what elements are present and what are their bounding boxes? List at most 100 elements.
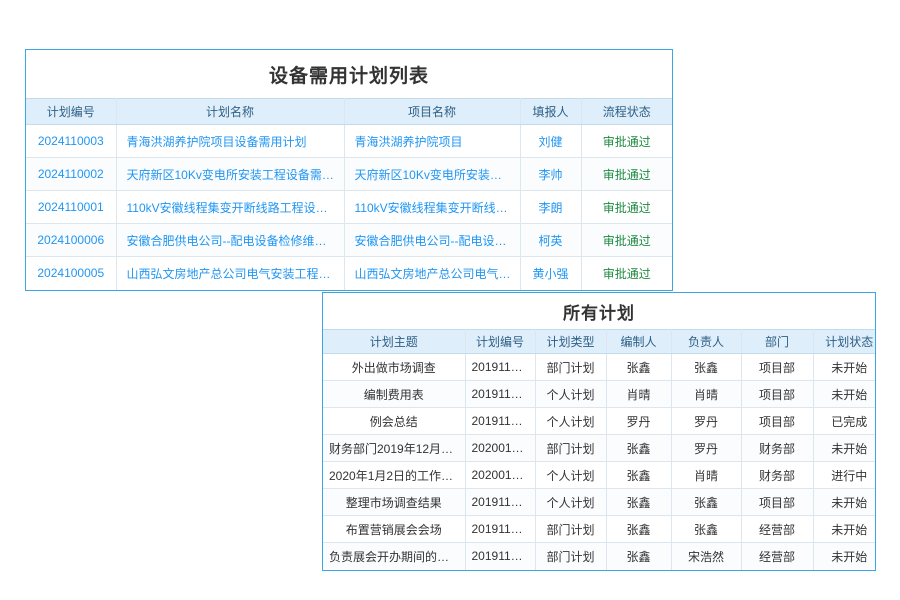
cell-flow-status: 审批通过 [581, 157, 672, 191]
cell-reporter: 刘健 [520, 124, 582, 158]
cell-plan-no: 2019110005 [465, 407, 536, 435]
all-plans-table-scroll-area[interactable]: 计划主题 计划编号 计划类型 编制人 负责人 部门 计划状态 外出做市场调查 2… [323, 329, 875, 570]
table-row[interactable]: 2020年1月2日的工作日... 2020010002 个人计划 张鑫 肖晴 财… [323, 461, 875, 489]
cell-owner: 肖晴 [671, 380, 742, 408]
cell-plan-status: 未开始 [813, 380, 875, 408]
cell-subject[interactable]: 整理市场调查结果 [323, 488, 466, 516]
column-header-creator[interactable]: 编制人 [606, 329, 672, 354]
cell-plan-type: 部门计划 [535, 353, 607, 381]
column-header-flow-status[interactable]: 流程状态 [581, 98, 672, 125]
cell-plan-status: 进行中 [813, 461, 875, 489]
cell-plan-no[interactable]: 2024100005 [26, 256, 117, 290]
cell-plan-no: 2020010002 [465, 461, 536, 489]
table-row[interactable]: 外出做市场调查 2019110001 部门计划 张鑫 张鑫 项目部 未开始 [323, 353, 875, 381]
cell-department: 经营部 [741, 542, 814, 570]
cell-plan-type: 部门计划 [535, 434, 607, 462]
cell-plan-type: 个人计划 [535, 380, 607, 408]
cell-plan-type: 个人计划 [535, 461, 607, 489]
cell-creator: 张鑫 [606, 353, 672, 381]
cell-project-name[interactable]: 110kV安徽线程集变开断线路... [344, 190, 521, 224]
cell-department: 项目部 [741, 488, 814, 516]
cell-reporter: 柯英 [520, 223, 582, 257]
cell-subject[interactable]: 例会总结 [323, 407, 466, 435]
cell-plan-name[interactable]: 110kV安徽线程集变开断线路工程设备需... [116, 190, 345, 224]
table-row[interactable]: 2024110001 110kV安徽线程集变开断线路工程设备需... 110kV… [26, 190, 672, 224]
cell-subject[interactable]: 外出做市场调查 [323, 353, 466, 381]
table-row[interactable]: 编制费用表 2019110004 个人计划 肖晴 肖晴 项目部 未开始 [323, 380, 875, 408]
all-plans-title: 所有计划 [323, 293, 875, 329]
cell-creator: 张鑫 [606, 434, 672, 462]
cell-owner: 肖晴 [671, 461, 742, 489]
cell-creator: 张鑫 [606, 542, 672, 570]
cell-project-name[interactable]: 山西弘文房地产总公司电气安... [344, 256, 521, 290]
column-header-subject[interactable]: 计划主题 [323, 329, 466, 354]
cell-department: 经营部 [741, 515, 814, 543]
column-header-plan-status[interactable]: 计划状态 [813, 329, 875, 354]
cell-plan-type: 个人计划 [535, 407, 607, 435]
cell-plan-no: 2019110003 [465, 515, 536, 543]
table-row[interactable]: 例会总结 2019110005 个人计划 罗丹 罗丹 项目部 已完成 [323, 407, 875, 435]
cell-department: 项目部 [741, 380, 814, 408]
cell-owner: 宋浩然 [671, 542, 742, 570]
cell-plan-no: 2019110001 [465, 542, 536, 570]
cell-project-name[interactable]: 天府新区10Kv变电所安装工程 [344, 157, 521, 191]
cell-plan-name[interactable]: 山西弘文房地产总公司电气安装工程设备... [116, 256, 345, 290]
table-row[interactable]: 2024110002 天府新区10Kv变电所安装工程设备需用... 天府新区10… [26, 157, 672, 191]
column-header-reporter[interactable]: 填报人 [520, 98, 582, 125]
table-row[interactable]: 整理市场调查结果 2019110002 个人计划 张鑫 张鑫 项目部 未开始 [323, 488, 875, 516]
cell-plan-name[interactable]: 天府新区10Kv变电所安装工程设备需用... [116, 157, 345, 191]
column-header-project-name[interactable]: 项目名称 [344, 98, 521, 125]
table-row[interactable]: 2024100006 安徽合肥供电公司--配电设备检修维护和... 安徽合肥供电… [26, 223, 672, 257]
column-header-plan-name[interactable]: 计划名称 [116, 98, 345, 125]
cell-plan-name[interactable]: 安徽合肥供电公司--配电设备检修维护和... [116, 223, 345, 257]
cell-subject[interactable]: 编制费用表 [323, 380, 466, 408]
cell-reporter: 黄小强 [520, 256, 582, 290]
cell-plan-status: 未开始 [813, 515, 875, 543]
cell-plan-name[interactable]: 青海洪湖养护院项目设备需用计划 [116, 124, 345, 158]
all-plans-panel: 所有计划 计划主题 计划编号 计划类型 编制人 负责人 部门 计划 [322, 292, 876, 571]
cell-plan-no[interactable]: 2024110003 [26, 124, 117, 158]
all-plans-table: 计划主题 计划编号 计划类型 编制人 负责人 部门 计划状态 外出做市场调查 2… [323, 329, 875, 570]
cell-plan-status: 未开始 [813, 542, 875, 570]
cell-subject[interactable]: 财务部门2019年12月的... [323, 434, 466, 462]
table-row[interactable]: 2024100005 山西弘文房地产总公司电气安装工程设备... 山西弘文房地产… [26, 256, 672, 290]
table-body: 2024110003 青海洪湖养护院项目设备需用计划 青海洪湖养护院项目 刘健 … [26, 124, 672, 290]
cell-plan-status: 已完成 [813, 407, 875, 435]
cell-flow-status: 审批通过 [581, 124, 672, 158]
cell-plan-status: 未开始 [813, 434, 875, 462]
cell-owner: 张鑫 [671, 515, 742, 543]
table-row[interactable]: 负责展会开办期间的大... 2019110001 部门计划 张鑫 宋浩然 经营部… [323, 542, 875, 570]
table-row[interactable]: 布置营销展会会场 2019110003 部门计划 张鑫 张鑫 经营部 未开始 [323, 515, 875, 543]
table-body: 外出做市场调查 2019110001 部门计划 张鑫 张鑫 项目部 未开始 编制… [323, 353, 875, 570]
equipment-demand-plan-list-panel: 设备需用计划列表 计划编号 计划名称 项目名称 填报人 流程状态 2024110… [25, 49, 673, 291]
cell-project-name[interactable]: 青海洪湖养护院项目 [344, 124, 521, 158]
cell-owner: 罗丹 [671, 434, 742, 462]
column-header-department[interactable]: 部门 [741, 329, 814, 354]
equipment-demand-plan-list-title: 设备需用计划列表 [26, 50, 672, 98]
cell-subject[interactable]: 布置营销展会会场 [323, 515, 466, 543]
table-row[interactable]: 财务部门2019年12月的... 2020010001 部门计划 张鑫 罗丹 财… [323, 434, 875, 462]
cell-plan-type: 个人计划 [535, 488, 607, 516]
cell-flow-status: 审批通过 [581, 190, 672, 224]
cell-project-name[interactable]: 安徽合肥供电公司--配电设备... [344, 223, 521, 257]
cell-department: 项目部 [741, 353, 814, 381]
column-header-plan-type[interactable]: 计划类型 [535, 329, 607, 354]
cell-creator: 张鑫 [606, 515, 672, 543]
cell-subject[interactable]: 负责展会开办期间的大... [323, 542, 466, 570]
cell-plan-no: 2020010001 [465, 434, 536, 462]
column-header-plan-no[interactable]: 计划编号 [465, 329, 536, 354]
cell-plan-no[interactable]: 2024110002 [26, 157, 117, 191]
table-row[interactable]: 2024110003 青海洪湖养护院项目设备需用计划 青海洪湖养护院项目 刘健 … [26, 124, 672, 158]
cell-flow-status: 审批通过 [581, 223, 672, 257]
cell-reporter: 李帅 [520, 157, 582, 191]
cell-subject[interactable]: 2020年1月2日的工作日... [323, 461, 466, 489]
column-header-plan-no[interactable]: 计划编号 [26, 98, 117, 125]
cell-plan-no[interactable]: 2024100006 [26, 223, 117, 257]
cell-department: 项目部 [741, 407, 814, 435]
cell-plan-no[interactable]: 2024110001 [26, 190, 117, 224]
column-header-owner[interactable]: 负责人 [671, 329, 742, 354]
cell-plan-type: 部门计划 [535, 542, 607, 570]
cell-creator: 张鑫 [606, 488, 672, 516]
cell-flow-status: 审批通过 [581, 256, 672, 290]
